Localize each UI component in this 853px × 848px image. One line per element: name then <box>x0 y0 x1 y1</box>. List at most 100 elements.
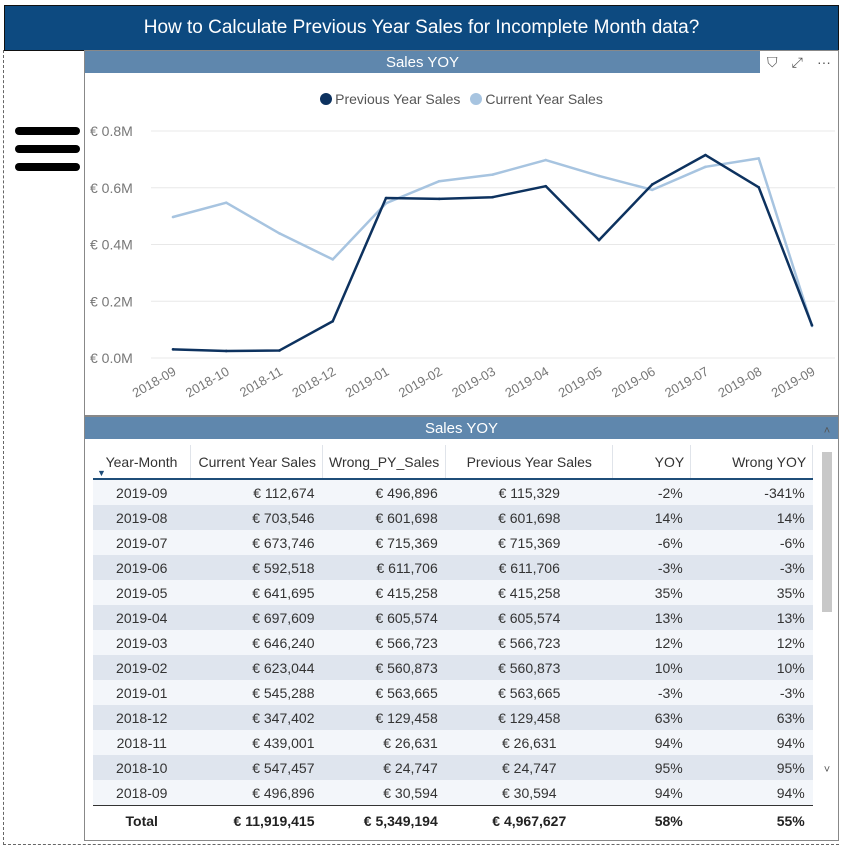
table-cell: € 566,723 <box>445 630 613 655</box>
total-cell: € 4,967,627 <box>445 805 613 836</box>
x-tick-label: 2018-09 <box>130 364 179 401</box>
table-row[interactable]: 2018-11 € 439,001 € 26,631 € 26,631 94% 94% <box>93 730 813 755</box>
table-row[interactable]: 2018-12 € 347,402 € 129,458 € 129,458 63% 63% <box>93 705 813 730</box>
table-cell: € 560,873 <box>322 655 446 680</box>
x-tick-label: 2019-05 <box>556 364 605 401</box>
table-cell: € 611,706 <box>445 555 613 580</box>
table-cell: -6% <box>690 530 813 555</box>
y-tick-label: € 0.4M <box>90 237 133 253</box>
table-cell: € 563,665 <box>322 680 446 705</box>
x-tick-label: 2019-09 <box>769 364 818 401</box>
table-cell: -2% <box>612 479 691 505</box>
chart-legend: Previous Year Sales Current Year Sales <box>85 91 838 107</box>
table-cell: -6% <box>612 530 691 555</box>
table-row[interactable]: 2019-01 € 545,288 € 563,665 € 563,665 -3% -3% <box>93 680 813 705</box>
x-tick-label: 2019-08 <box>715 364 764 401</box>
column-header[interactable]: Wrong YOY <box>690 445 814 480</box>
table-cell: € 26,631 <box>445 730 613 755</box>
table-header: Sales YOY <box>85 417 838 439</box>
table-cell: € 641,695 <box>190 580 323 605</box>
table-row[interactable]: 2019-09 € 112,674 € 496,896 € 115,329 -2% -34… <box>93 479 813 505</box>
x-tick-label: 2018-10 <box>183 364 232 401</box>
table-cell: 2018-12 <box>93 705 191 730</box>
table-cell: 10% <box>612 655 691 680</box>
chart-header: Sales YOY <box>85 51 760 73</box>
table-cell: 2018-09 <box>93 780 191 806</box>
table-row[interactable]: 2018-10 € 547,457 € 24,747 € 24,747 95% 95% <box>93 755 813 780</box>
table-cell: 2019-07 <box>93 530 191 555</box>
table-row[interactable]: 2019-05 € 641,695 € 415,258 € 415,258 35% 35% <box>93 580 813 605</box>
scrollbar-thumb[interactable] <box>822 452 832 612</box>
table-cell: € 673,746 <box>190 530 323 555</box>
scroll-up-icon[interactable]: ˄ <box>823 425 831 437</box>
sales-table: Year-Month ▼ Current Year Sales Wrong_PY_Sa… <box>93 445 814 836</box>
table-cell: 2018-11 <box>93 730 191 755</box>
data-point <box>171 215 175 219</box>
data-point <box>597 174 601 178</box>
data-point <box>224 201 228 204</box>
column-header[interactable]: YOY <box>612 445 692 480</box>
x-tick-label: 2019-07 <box>662 364 711 401</box>
y-tick-label: € 0.6M <box>90 180 133 196</box>
line-chart-visual[interactable]: Sales YOY ⛉ ⤢ ··· Previous Year Sales Cu… <box>84 50 839 416</box>
hamburger-menu-icon[interactable] <box>15 127 80 173</box>
table-cell: -3% <box>690 555 813 580</box>
data-point <box>757 185 761 189</box>
data-point <box>704 153 707 157</box>
table-cell: 12% <box>690 630 813 655</box>
table-cell: 35% <box>612 580 691 605</box>
table-row[interactable]: 2019-03 € 646,240 € 566,723 € 566,723 12% 12% <box>93 630 813 655</box>
column-header-label: Previous Year Sales <box>466 453 592 470</box>
column-header[interactable]: Previous Year Sales <box>445 445 614 480</box>
table-cell: € 601,698 <box>445 505 613 530</box>
column-header-label: YOY <box>654 453 685 470</box>
table-row[interactable]: 2019-08 € 703,546 € 601,698 € 601,698 14% 14% <box>93 505 813 530</box>
y-tick-label: € 0.2M <box>90 293 133 309</box>
page-title: How to Calculate Previous Year Sales for… <box>4 5 839 51</box>
x-tick-label: 2019-06 <box>609 364 658 401</box>
total-cell: 58% <box>612 805 691 836</box>
column-header[interactable]: Current Year Sales <box>190 445 323 480</box>
more-options-icon[interactable]: ··· <box>816 54 831 70</box>
focus-mode-icon[interactable]: ⤢ <box>791 53 803 70</box>
table-cell: 63% <box>690 705 813 730</box>
table-cell: € 415,258 <box>322 580 446 605</box>
table-cell: 2019-06 <box>93 555 191 580</box>
table-cell: € 697,609 <box>190 605 323 630</box>
table-row[interactable]: 2019-04 € 697,609 € 605,574 € 605,574 13% 13% <box>93 605 813 630</box>
column-header-label: Wrong YOY <box>732 453 807 470</box>
table-cell: 10% <box>690 655 813 680</box>
x-tick-label: 2018-12 <box>289 364 338 401</box>
table-cell: € 24,747 <box>322 755 446 780</box>
table-cell: 2019-05 <box>93 580 191 605</box>
table-cell: € 715,369 <box>445 530 613 555</box>
vertical-scrollbar[interactable]: ˄ ˅ <box>820 425 834 822</box>
table-cell: 94% <box>690 780 813 806</box>
table-cell: € 347,402 <box>190 705 323 730</box>
data-point <box>384 196 388 200</box>
column-header[interactable]: Wrong_PY_Sales <box>322 445 447 480</box>
table-cell: 94% <box>690 730 813 755</box>
filter-icon[interactable]: ⛉ <box>767 53 778 70</box>
data-point <box>278 232 281 235</box>
table-row[interactable]: 2019-06 € 592,518 € 611,706 € 611,706 -3% -3% <box>93 555 813 580</box>
data-point <box>331 319 335 323</box>
table-row[interactable]: 2018-09 € 496,896 € 30,594 € 30,594 94% 94% <box>93 780 813 806</box>
x-tick-label: 2019-03 <box>449 364 498 401</box>
scroll-down-icon[interactable]: ˅ <box>823 764 831 776</box>
data-point <box>650 183 654 186</box>
table-row[interactable]: 2019-02 € 623,044 € 560,873 € 560,873 10% 10% <box>93 655 813 680</box>
table-cell: 12% <box>612 630 691 655</box>
table-cell: 2019-04 <box>93 605 191 630</box>
table-cell: 2019-01 <box>93 680 191 705</box>
column-header-label: Year-Month <box>105 453 178 470</box>
column-header-label: Current Year Sales <box>198 453 316 470</box>
legend-label-previous: Previous Year Sales <box>335 91 461 107</box>
table-cell: -3% <box>690 680 813 705</box>
column-header[interactable]: Year-Month ▼ <box>93 445 191 480</box>
table-cell: € 30,594 <box>445 780 613 806</box>
data-point <box>544 158 548 162</box>
table-visual[interactable]: Sales YOY Year-Month ▼ Current Year Sales W… <box>84 416 839 841</box>
data-point <box>704 165 707 169</box>
table-row[interactable]: 2019-07 € 673,746 € 715,369 € 715,369 -6% -6% <box>93 530 813 555</box>
